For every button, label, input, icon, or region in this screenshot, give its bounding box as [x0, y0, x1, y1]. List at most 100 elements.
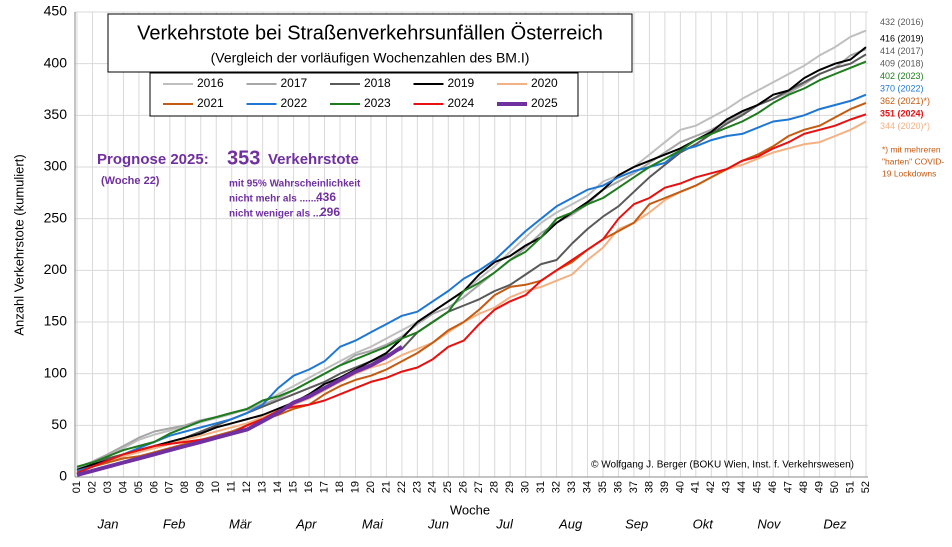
x-tick-label: 47	[783, 481, 795, 493]
x-tick-label: 18	[334, 481, 346, 493]
legend-label: 2023	[364, 96, 391, 110]
x-tick-label: 52	[860, 481, 872, 493]
month-label: Aug	[558, 516, 583, 531]
end-label: 409 (2018)	[880, 59, 924, 69]
lower-value: 296	[320, 205, 340, 219]
y-tick-label: 250	[44, 209, 68, 225]
confidence-text: mit 95% Wahrscheinlichkeit	[229, 179, 361, 190]
x-tick-label: 24	[427, 481, 439, 493]
covid-note: *) mit mehreren	[882, 144, 941, 154]
x-tick-label: 33	[566, 481, 578, 493]
x-tick-label: 32	[550, 481, 562, 493]
y-tick-label: 200	[44, 261, 68, 277]
legend: 2016 2017 2018 2019 2020 2021 2022 2023 2024 2025	[163, 76, 558, 110]
x-tick-label: 03	[102, 481, 114, 493]
x-tick-label: 48	[798, 481, 810, 493]
series-line	[76, 120, 867, 473]
lines	[76, 29, 867, 477]
legend-label: 2021	[197, 96, 224, 110]
x-tick-label: 14	[272, 481, 284, 493]
x-tick-label: 25	[442, 481, 454, 493]
x-tick-label: 40	[674, 481, 686, 493]
x-tick-label: 38	[643, 481, 655, 493]
x-tick-label: 34	[581, 481, 593, 493]
month-label: Feb	[163, 516, 185, 531]
x-tick-label: 08	[179, 481, 191, 493]
y-tick-label: 450	[44, 3, 68, 19]
series-line	[76, 345, 404, 477]
x-tick-label: 01	[71, 481, 83, 493]
x-tick-label: 07	[164, 481, 176, 493]
legend-label: 2020	[531, 76, 558, 90]
y-tick-label: 50	[51, 416, 67, 432]
x-tick-label: 05	[133, 481, 145, 493]
x-tick-label: 35	[597, 481, 609, 493]
legend-label: 2024	[448, 96, 475, 110]
x-tick-label: 49	[813, 481, 825, 493]
prognosis-value: 353	[227, 147, 260, 169]
end-label: 362 (2021)*)	[880, 96, 930, 106]
month-label: Jun	[427, 516, 449, 531]
series-line	[76, 53, 867, 472]
y-tick-label: 150	[44, 313, 68, 329]
x-tick-label: 17	[318, 481, 330, 493]
x-tick-label: 31	[535, 481, 547, 493]
month-label: Mai	[362, 516, 384, 531]
x-tick-label: 50	[829, 481, 841, 493]
x-tick-label: 42	[705, 481, 717, 493]
end-label: 402 (2023)	[880, 71, 924, 81]
x-tick-label: 21	[380, 481, 392, 493]
x-tick-label: 02	[86, 481, 98, 493]
chart-subtitle: (Vergleich der vorläufigen Wochenzahlen …	[211, 50, 530, 66]
x-tick-label: 09	[195, 481, 207, 493]
prognosis-week: (Woche 22)	[101, 175, 160, 187]
x-tick-label: 06	[148, 481, 160, 493]
credit: © Wolfgang J. Berger (BOKU Wien, Inst. f…	[591, 460, 854, 471]
upper-value: 436	[316, 190, 336, 204]
y-tick-label: 100	[44, 364, 68, 380]
series-line	[76, 46, 867, 471]
x-tick-label: 41	[690, 481, 702, 493]
covid-note: "harten" COVID-	[882, 156, 944, 166]
month-label: Dez	[823, 516, 847, 531]
x-tick-label: 39	[659, 481, 671, 493]
x-tick-label: 26	[458, 481, 470, 493]
x-tick-label: 30	[520, 481, 532, 493]
end-label: 344 (2020)*)	[880, 121, 930, 131]
x-tick-label: 11	[226, 481, 238, 492]
x-tick-label: 46	[767, 481, 779, 493]
y-axis-title: Anzahl Verkehrstote (kumuliert)	[11, 154, 26, 335]
end-label: 414 (2017)	[880, 46, 924, 56]
x-tick-label: 36	[612, 481, 624, 493]
x-tick-label: 51	[844, 481, 856, 493]
x-tick-label: 37	[628, 481, 640, 493]
x-tick-label: 15	[287, 481, 299, 493]
x-tick-label: 13	[257, 481, 269, 493]
series-line	[76, 60, 867, 468]
x-axis-title: Woche	[450, 502, 490, 517]
x-tick-label: 43	[721, 481, 733, 493]
legend-label: 2019	[448, 76, 475, 90]
x-tick-label: 20	[365, 481, 377, 493]
y-tick-label: 350	[44, 106, 68, 122]
legend-label: 2025	[531, 96, 558, 110]
legend-box	[149, 72, 579, 117]
x-tick-label: 28	[489, 481, 501, 493]
x-tick-label: 04	[117, 481, 129, 493]
upper-label: nicht mehr als .......	[229, 194, 319, 205]
month-label: Mär	[229, 516, 252, 531]
month-label: Jul	[495, 516, 514, 531]
y-tick-label: 400	[44, 54, 68, 70]
x-tick-label: 29	[504, 481, 516, 493]
x-tick-label: 19	[349, 481, 361, 493]
end-label: 432 (2016)	[880, 17, 924, 27]
x-tick-label: 45	[752, 481, 764, 493]
lower-label: nicht weniger als ...	[229, 209, 321, 220]
legend-label: 2016	[197, 76, 224, 90]
x-tick-label: 16	[303, 481, 315, 493]
title-box	[107, 13, 633, 73]
prognosis-unit: Verkehrstote	[268, 151, 359, 168]
series-line	[76, 93, 867, 472]
x-tick-label: 22	[396, 481, 408, 493]
